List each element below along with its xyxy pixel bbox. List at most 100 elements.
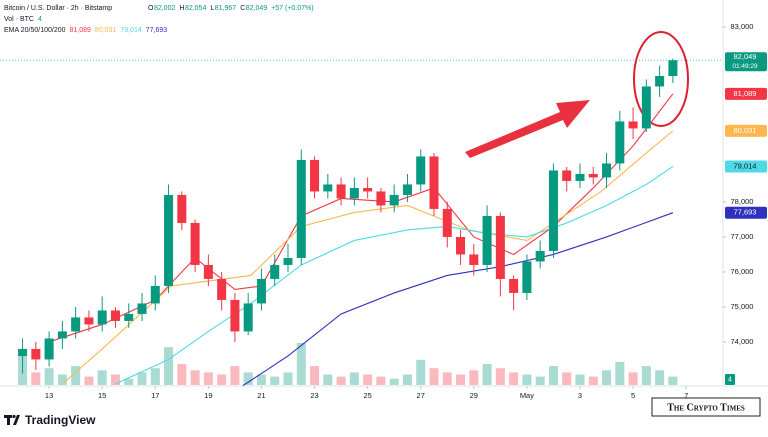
ohlc-key: O <box>148 5 154 12</box>
volume-bar <box>336 376 346 385</box>
ema-line <box>242 212 674 387</box>
candle-body <box>44 338 54 360</box>
volume-bar <box>522 374 532 385</box>
candle-body <box>509 278 519 293</box>
x-tick-label: 21 <box>257 391 265 400</box>
brand-logo: TradingView <box>4 413 96 427</box>
volume-bar <box>363 374 373 385</box>
x-tick-label: 25 <box>363 391 371 400</box>
ema-value: 80,031 <box>95 27 117 34</box>
volume-bar <box>562 372 572 385</box>
volume-bar <box>349 372 359 385</box>
candle-body <box>482 215 492 265</box>
candle-body <box>336 184 346 199</box>
x-tick-label: 27 <box>417 391 425 400</box>
volume-bar <box>509 372 519 385</box>
y-tick-label: 75,000 <box>731 302 754 311</box>
volume-bar <box>150 368 160 385</box>
candle-body <box>469 254 479 265</box>
ohlc-key: L <box>210 5 214 12</box>
candle-body <box>203 264 213 279</box>
candle-body <box>668 60 678 76</box>
x-tick-label: 5 <box>631 391 635 400</box>
candle-body <box>310 159 320 192</box>
candle-body <box>535 250 545 262</box>
candle-body <box>588 173 598 178</box>
ema-line <box>62 130 674 385</box>
x-tick-label: 15 <box>98 391 106 400</box>
volume-bar <box>110 374 120 385</box>
candle-body <box>456 236 466 255</box>
volume-bar <box>628 372 638 385</box>
candle-body <box>190 222 200 265</box>
volume-bar <box>535 376 545 385</box>
candle-body <box>97 310 107 325</box>
candle-body <box>641 86 651 129</box>
ema-tag-label: 77,693 <box>734 208 757 217</box>
volume-tag-label: 4 <box>728 376 732 383</box>
candle-body <box>522 261 532 293</box>
ema-value: 81,089 <box>70 27 92 34</box>
candle-body <box>256 278 266 304</box>
volume-bar <box>296 343 306 385</box>
ohlc-value: 82,054 <box>185 5 207 12</box>
candle-body <box>429 156 439 209</box>
ema-tag <box>725 160 767 173</box>
ohlc-key: C <box>240 5 245 12</box>
candle-body <box>402 184 412 195</box>
candle-body <box>628 121 638 129</box>
watermark: The Crypto Times <box>667 402 745 413</box>
volume-bar <box>482 364 492 385</box>
volume-bar <box>44 368 54 385</box>
volume-bar <box>164 347 174 385</box>
volume-bar <box>203 372 213 385</box>
candle-body <box>124 313 134 321</box>
x-tick-label: 23 <box>310 391 318 400</box>
x-tick-label: May <box>520 391 534 400</box>
volume-bar <box>668 376 678 385</box>
candle-body <box>615 121 625 164</box>
ema-tag-label: 80,031 <box>734 126 757 135</box>
ema-value: 79,014 <box>120 27 142 34</box>
volume-bar <box>615 361 625 385</box>
logo-part <box>13 415 20 425</box>
legend: Bitcoin / U.S. Dollar · 2h · Bitstamp Vo… <box>4 5 314 34</box>
y-tick-label: 76,000 <box>731 267 754 276</box>
volume-bar <box>442 372 452 385</box>
volume-bar <box>97 370 107 385</box>
volume-bar <box>270 376 280 385</box>
ema-label: EMA 20/50/100/200 <box>4 27 66 34</box>
volume-bar <box>31 372 41 385</box>
volume-bar <box>124 378 134 385</box>
volume-bar <box>310 366 320 385</box>
candle-body <box>177 194 187 223</box>
candle-body <box>296 159 306 258</box>
volume-bar <box>230 366 240 385</box>
y-tick-label: 74,000 <box>731 337 754 346</box>
candle-body <box>71 317 81 332</box>
volume-bar <box>602 370 612 385</box>
countdown: 01:49:29 <box>732 63 758 70</box>
candle-body <box>602 163 612 178</box>
candle-body <box>84 317 94 325</box>
candle-body <box>416 156 426 185</box>
y-tick-label: 77,000 <box>731 232 754 241</box>
trend-arrow <box>465 100 590 158</box>
ema-line <box>115 166 674 385</box>
x-tick-label: 3 <box>578 391 582 400</box>
ohlc-value: 81,967 <box>215 5 237 12</box>
candle-body <box>363 187 373 192</box>
change: +57 (+0.07%) <box>271 5 313 12</box>
y-tick-label: 83,000 <box>731 22 754 31</box>
candle-body <box>217 278 227 300</box>
logo-part <box>12 414 16 419</box>
volume-bar <box>548 366 558 385</box>
candle-body <box>495 215 505 279</box>
candle-body <box>57 331 67 339</box>
volume-bar <box>283 372 293 385</box>
candle-body <box>323 184 333 192</box>
ohlc-key: H <box>179 5 184 12</box>
volume-bar <box>655 370 665 385</box>
ema-value: 77,693 <box>146 27 168 34</box>
